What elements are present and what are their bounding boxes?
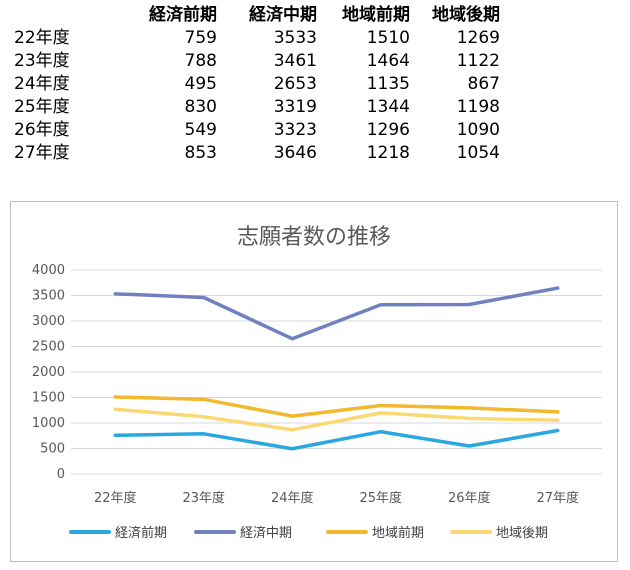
table-header-cell: 経済中期 [249, 5, 317, 25]
legend: 経済前期 経済中期 地域前期 地域後期 [69, 525, 548, 541]
y-tick-label: 0 [57, 467, 65, 482]
table-row: 22年度 759 3533 1510 1269 [14, 27, 500, 50]
table-cell: 495 [184, 74, 217, 94]
y-tick-label: 1500 [32, 391, 65, 406]
table-cell: 1510 [366, 28, 410, 48]
table-header-cell: 地域前期 [342, 5, 410, 25]
table-cell: 3646 [273, 143, 317, 163]
table-cell: 1198 [456, 97, 500, 117]
line-chart: 志願者数の推移 0 500 1000 1500 2000 2500 3000 3500 4000… [32, 225, 602, 541]
series-line[interactable] [113, 407, 560, 432]
table-row-label: 25年度 [14, 97, 70, 117]
table-cell: 1090 [456, 120, 500, 140]
y-tick-label: 3500 [32, 289, 65, 304]
table-cell: 1218 [366, 143, 410, 163]
x-tick-label: 24年度 [271, 490, 314, 506]
table-row: 27年度 853 3646 1218 1054 [14, 142, 500, 165]
table-row-label: 26年度 [14, 120, 70, 140]
legend-label: 地域後期 [496, 526, 548, 541]
table-cell: 1296 [366, 120, 410, 140]
y-tick-label: 1000 [32, 416, 65, 431]
table-header-cell: 地域後期 [432, 5, 500, 25]
table-cell: 1135 [366, 74, 410, 94]
table-cell: 3323 [273, 120, 317, 140]
series-lines [113, 286, 560, 451]
data-table: 経済前期 経済中期 地域前期 地域後期 22年度 759 3533 1510 1269 2… [14, 4, 500, 165]
table-cell: 1464 [366, 51, 410, 71]
table-cell: 830 [184, 97, 217, 117]
chart-area[interactable]: 志願者数の推移 0 500 1000 1500 2000 2500 3000 3500 4000… [10, 201, 618, 562]
table-cell: 853 [184, 143, 217, 163]
y-tick-label: 2500 [32, 340, 65, 355]
table-row-label: 27年度 [14, 143, 70, 163]
x-tick-label: 27年度 [536, 490, 579, 506]
x-tick-label: 26年度 [448, 490, 491, 506]
y-tick-label: 2000 [32, 365, 65, 380]
y-axis-ticks: 0 500 1000 1500 2000 2500 3000 3500 4000 [32, 263, 65, 482]
x-tick-label: 25年度 [359, 490, 402, 506]
grid-lines [71, 269, 602, 475]
table-row: 24年度 495 2653 1135 867 [14, 73, 500, 96]
table-header-cell: 経済前期 [149, 5, 217, 25]
table-row-label: 23年度 [14, 51, 70, 71]
y-tick-label: 500 [40, 442, 65, 457]
table-cell: 3533 [273, 28, 317, 48]
y-tick-label: 3000 [32, 314, 65, 329]
table-cell: 549 [184, 120, 217, 140]
table-cell: 1054 [456, 143, 500, 163]
legend-label: 地域前期 [372, 525, 424, 541]
series-line[interactable] [113, 286, 560, 341]
series-line[interactable] [113, 395, 560, 418]
y-tick-label: 4000 [32, 263, 65, 278]
x-tick-label: 23年度 [182, 490, 225, 506]
table-body: 22年度 759 3533 1510 1269 23年度 788 3461 1464 1122 24… [14, 27, 500, 165]
table-cell: 1269 [456, 28, 500, 48]
series-line[interactable] [113, 428, 560, 451]
table-row: 26年度 549 3323 1296 1090 [14, 119, 500, 142]
legend-label: 経済中期 [240, 525, 292, 541]
table-cell: 3461 [273, 51, 317, 71]
table-header-row: 経済前期 経済中期 地域前期 地域後期 [14, 4, 500, 27]
table-cell: 867 [467, 74, 500, 94]
table-cell: 1122 [456, 51, 500, 71]
table-cell: 788 [184, 51, 217, 71]
x-tick-label: 22年度 [94, 490, 137, 506]
x-axis-ticks: 22年度 23年度 24年度 25年度 26年度 27年度 [94, 490, 579, 506]
table-row-label: 24年度 [14, 74, 70, 94]
chart-title: 志願者数の推移 [237, 225, 391, 250]
table-header-corner [14, 4, 102, 27]
table-row: 23年度 788 3461 1464 1122 [14, 50, 500, 73]
table-cell: 1344 [366, 97, 410, 117]
table-row: 25年度 830 3319 1344 1198 [14, 96, 500, 119]
table-row-label: 22年度 [14, 28, 70, 48]
table-cell: 3319 [273, 97, 317, 117]
table-cell: 2653 [273, 74, 317, 94]
table-cell: 759 [184, 28, 217, 48]
legend-label: 経済前期 [115, 525, 167, 541]
